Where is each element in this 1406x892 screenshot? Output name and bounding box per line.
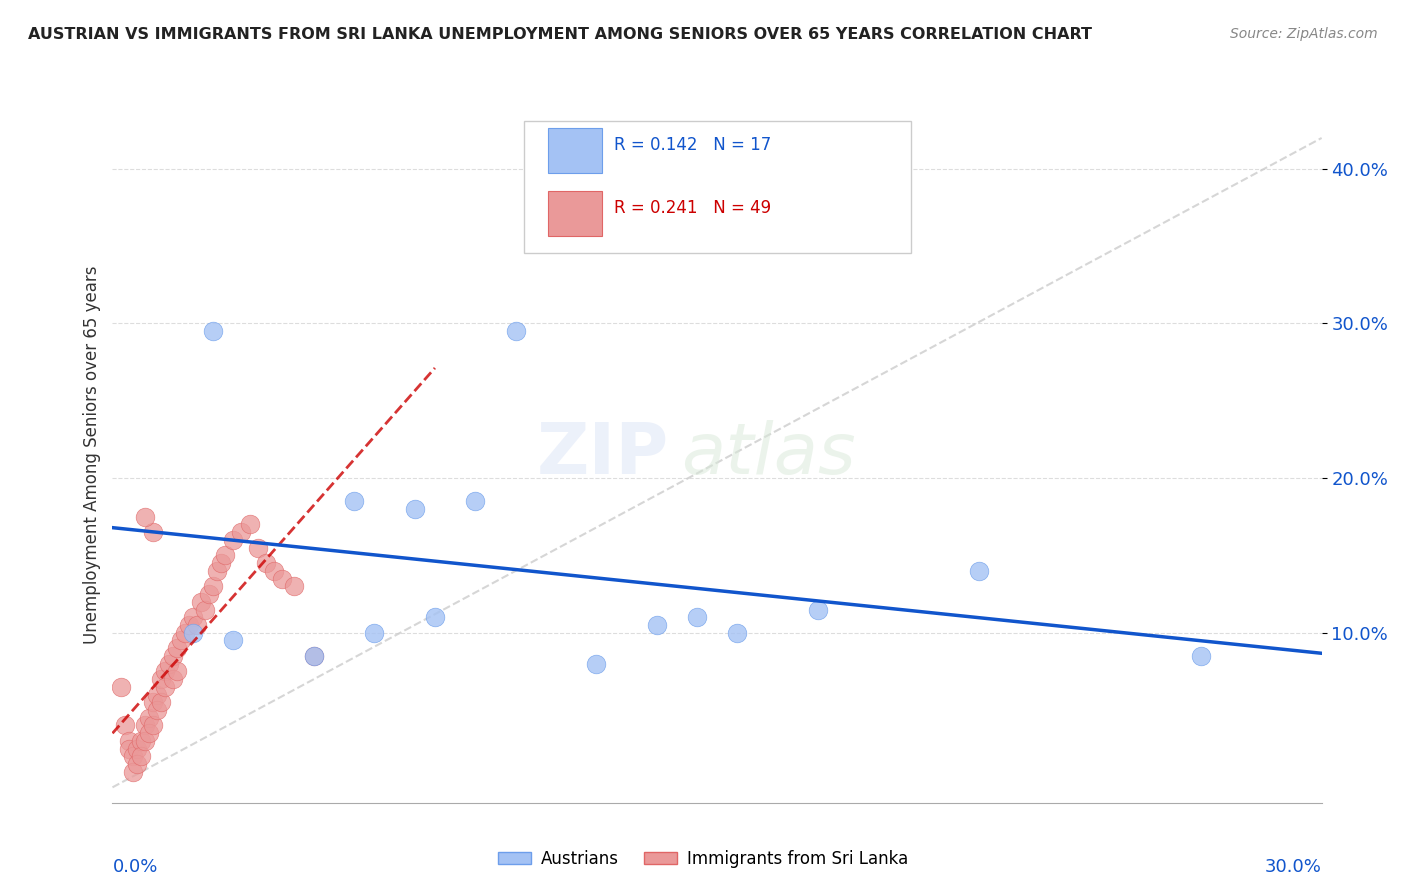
Point: [207, 564, 229, 578]
Point: [166, 665, 188, 679]
Point: [222, 633, 245, 648]
Y-axis label: Unemployment Among Seniors over 65 years: Unemployment Among Seniors over 65 years: [83, 266, 101, 644]
Point: [110, 680, 132, 694]
Point: [149, 672, 172, 686]
Point: [1189, 648, 1212, 663]
Point: [194, 602, 217, 616]
Point: [198, 587, 221, 601]
Point: [725, 625, 748, 640]
Point: [181, 625, 204, 640]
Point: [585, 657, 607, 671]
Point: [177, 618, 200, 632]
Text: AUSTRIAN VS IMMIGRANTS FROM SRI LANKA UNEMPLOYMENT AMONG SENIORS OVER 65 YEARS C: AUSTRIAN VS IMMIGRANTS FROM SRI LANKA UN…: [28, 27, 1092, 42]
Point: [263, 564, 285, 578]
Point: [114, 718, 136, 732]
Point: [138, 726, 160, 740]
Point: [153, 680, 176, 694]
Legend: Austrians, Immigrants from Sri Lanka: Austrians, Immigrants from Sri Lanka: [491, 844, 915, 875]
Point: [181, 610, 204, 624]
Point: [121, 764, 143, 779]
Point: [645, 618, 668, 632]
Text: 0.0%: 0.0%: [112, 858, 157, 877]
Point: [146, 703, 169, 717]
Point: [190, 595, 212, 609]
Point: [246, 541, 269, 555]
Point: [686, 610, 709, 624]
Point: [807, 602, 830, 616]
FancyBboxPatch shape: [523, 121, 911, 253]
FancyBboxPatch shape: [548, 191, 602, 235]
Text: atlas: atlas: [681, 420, 855, 490]
Point: [138, 711, 160, 725]
Text: Source: ZipAtlas.com: Source: ZipAtlas.com: [1230, 27, 1378, 41]
Point: [142, 718, 165, 732]
Point: [464, 494, 486, 508]
Point: [129, 734, 152, 748]
Point: [142, 695, 165, 709]
Point: [202, 324, 225, 338]
Point: [134, 509, 156, 524]
Point: [967, 564, 990, 578]
Point: [149, 695, 172, 709]
Point: [142, 525, 165, 540]
Text: ZIP: ZIP: [537, 420, 669, 490]
Point: [363, 625, 385, 640]
Point: [121, 749, 143, 764]
Point: [162, 648, 184, 663]
Point: [186, 618, 208, 632]
Point: [302, 648, 325, 663]
Point: [214, 549, 236, 563]
Point: [170, 633, 193, 648]
Point: [238, 517, 260, 532]
Point: [423, 610, 446, 624]
Point: [404, 502, 426, 516]
Point: [162, 672, 184, 686]
FancyBboxPatch shape: [548, 128, 602, 173]
Text: R = 0.142   N = 17: R = 0.142 N = 17: [614, 136, 772, 154]
Point: [117, 741, 139, 756]
Point: [202, 579, 225, 593]
Text: 30.0%: 30.0%: [1265, 858, 1322, 877]
Point: [153, 665, 176, 679]
Point: [146, 688, 169, 702]
Point: [125, 741, 148, 756]
Point: [166, 641, 188, 656]
Point: [222, 533, 245, 547]
Point: [343, 494, 366, 508]
Point: [254, 556, 277, 570]
Point: [270, 572, 292, 586]
Point: [209, 556, 232, 570]
Point: [174, 625, 197, 640]
Point: [125, 757, 148, 772]
Point: [302, 648, 325, 663]
Point: [231, 525, 253, 540]
Point: [157, 657, 180, 671]
Point: [134, 734, 156, 748]
Point: [283, 579, 305, 593]
Point: [129, 749, 152, 764]
Point: [134, 718, 156, 732]
Text: R = 0.241   N = 49: R = 0.241 N = 49: [614, 199, 772, 217]
Point: [505, 324, 527, 338]
Point: [117, 734, 139, 748]
